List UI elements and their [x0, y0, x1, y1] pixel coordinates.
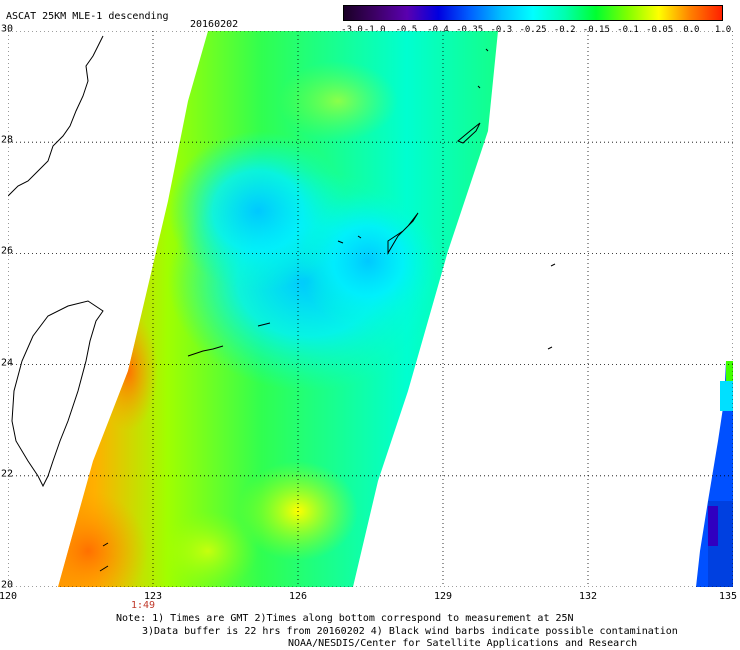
- colorbar-label: -0.25: [519, 25, 547, 35]
- colorbar: [343, 5, 723, 21]
- colorbar-label: -0.05: [646, 25, 674, 35]
- colorbar-label: -0.35: [456, 25, 484, 35]
- lon-tick-label: 123: [143, 591, 163, 602]
- lon-tick-label: 135: [718, 591, 738, 602]
- colorbar-label: -1.0: [363, 25, 386, 35]
- lat-tick-label: 20: [1, 579, 14, 591]
- lon-tick-label: 120: [0, 591, 18, 602]
- swath-data: [58, 31, 498, 587]
- lat-tick-label: 28: [1, 134, 14, 146]
- colorbar-label: -0.3: [490, 25, 513, 35]
- lat-tick-label: 26: [1, 245, 14, 257]
- colorbar-label: 1.0: [714, 25, 732, 35]
- yaeyama-islands: [187, 322, 271, 357]
- plot-title: ASCAT 25KM MLE-1 descending: [6, 11, 169, 22]
- lon-tick-label: 132: [578, 591, 598, 602]
- taiwan-outline: [11, 300, 104, 488]
- swath-time-label: 1:49: [131, 600, 156, 611]
- coastlines: [8, 35, 556, 572]
- colorbar-label: -0.2: [553, 25, 576, 35]
- colorbar-label: -0.4: [427, 25, 449, 35]
- okinawa-outline: [387, 212, 419, 255]
- colorbar-label: -0.15: [582, 25, 610, 35]
- colorbar-label: -0.5: [395, 25, 418, 35]
- note-line-1: Note: 1) Times are GMT 2)Times along bot…: [116, 613, 574, 624]
- lon-tick-label: 126: [288, 591, 308, 602]
- lat-tick-label: 24: [1, 357, 14, 369]
- colorbar-label: 0.0: [683, 25, 700, 35]
- note-line-2: 3)Data buffer is 22 hrs from 20160202 4)…: [142, 626, 678, 637]
- east-swath-data: [696, 361, 733, 587]
- map-plot: [8, 31, 733, 587]
- plot-date: 20160202: [190, 19, 239, 30]
- colorbar-label: -0.1: [617, 25, 639, 35]
- amami-outline: [457, 122, 481, 144]
- note-line-3: NOAA/NESDIS/Center for Satellite Applica…: [288, 638, 638, 649]
- lon-tick-label: 129: [433, 591, 453, 602]
- lat-tick-label: 22: [1, 468, 14, 480]
- graticule: [8, 31, 733, 587]
- small-islands: [99, 48, 556, 572]
- lat-tick-label: 30: [1, 23, 14, 35]
- colorbar-label: -3.0: [341, 25, 363, 35]
- china-coast: [8, 35, 104, 197]
